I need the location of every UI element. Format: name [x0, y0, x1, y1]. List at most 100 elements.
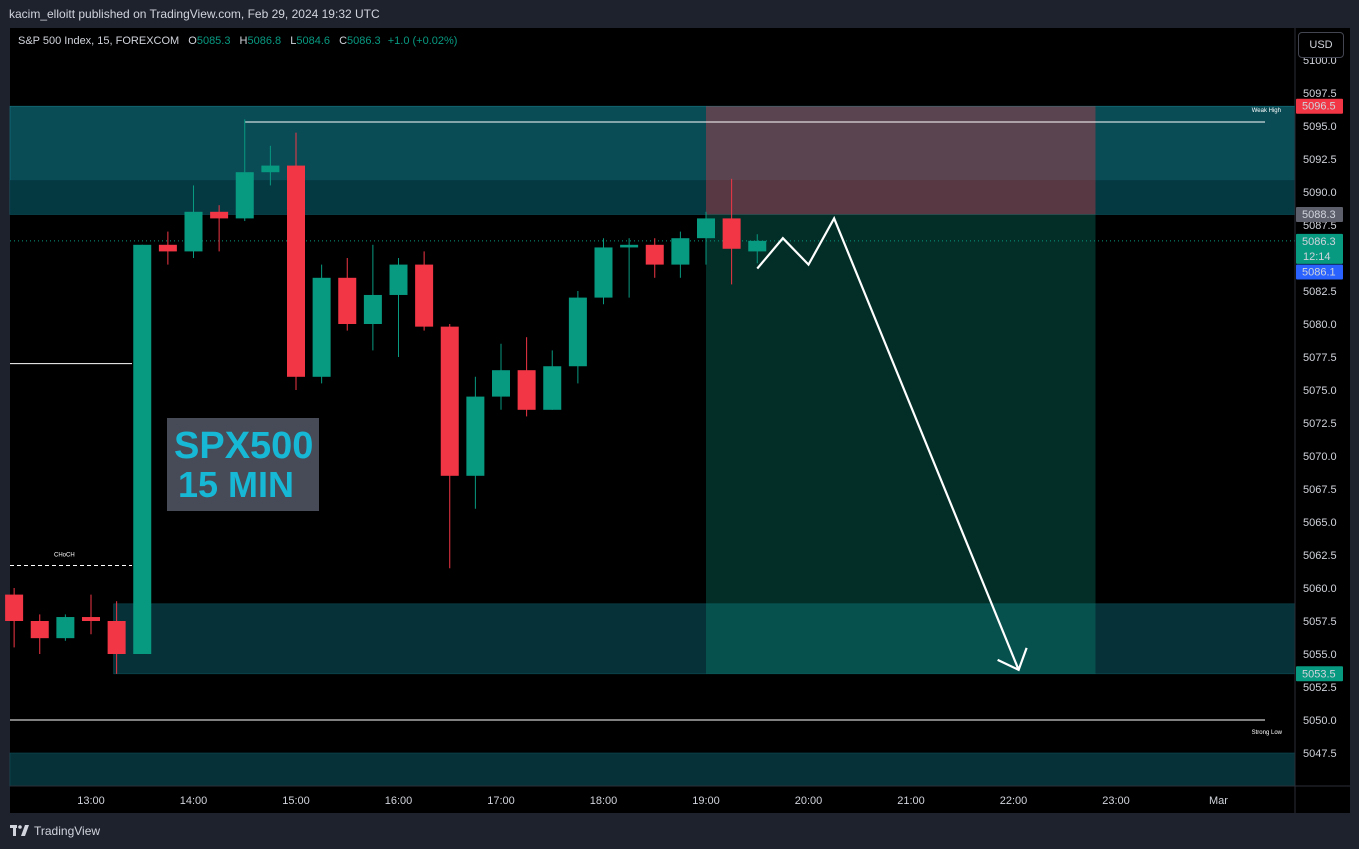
stop-loss-area: [706, 106, 1096, 215]
low-value: 5084.6: [296, 35, 330, 47]
position-layer: [706, 106, 1096, 674]
candle-up: [748, 240, 767, 252]
low-key: L: [290, 35, 297, 47]
demand-supply-zone: [9, 752, 1296, 787]
open-value: 5085.3: [196, 35, 231, 47]
symbol-name: S&P 500 Index, 15, FOREXCOM: [18, 35, 180, 47]
price-tag: [1296, 206, 1343, 222]
high-value: 5086.8: [247, 35, 282, 47]
price-tick-label: 5075.0: [1303, 385, 1337, 397]
candle-down: [722, 218, 741, 249]
time-tick-label: 13:00: [77, 795, 105, 807]
price-tick-label: 5090.0: [1303, 187, 1337, 199]
open-key: O: [188, 35, 197, 47]
price-tick-label: 5070.0: [1303, 451, 1337, 463]
price-tick-label: 5062.5: [1303, 550, 1337, 562]
bottom-bar: [0, 815, 1359, 849]
candles-layer: [5, 119, 767, 674]
price-tick-label: 5050.0: [1303, 715, 1337, 727]
candle-down: [158, 244, 177, 252]
tradingview-brand: TradingView: [34, 824, 101, 838]
candle-up: [184, 211, 203, 252]
candle-down: [415, 264, 434, 327]
candle-down: [30, 621, 49, 639]
candle-up: [492, 370, 510, 397]
candle-up: [133, 244, 152, 655]
price-tick-label: 5047.5: [1303, 748, 1337, 760]
publisher-line: kacim_elloitt published on TradingView.c…: [9, 7, 380, 21]
tradingview-logo[interactable]: TradingView: [10, 824, 100, 838]
time-tick-label: 20:00: [795, 795, 823, 807]
price-tick-label: 5072.5: [1303, 418, 1337, 430]
time-tick-label: 19:00: [692, 795, 720, 807]
price-tick-label: 5095.0: [1303, 121, 1337, 133]
legend-row: S&P 500 Index, 15, FOREXCOM O5085.3 H508…: [18, 35, 457, 47]
axis-layer: 5100.0 5097.5 5095.0 5092.5 5090.0 5087.5 5085…: [10, 28, 1350, 813]
high-key: H: [239, 35, 248, 47]
candle-up: [543, 366, 562, 410]
time-tick-label: 18:00: [590, 795, 618, 807]
candle-up: [363, 294, 382, 324]
candle-down: [440, 326, 459, 476]
levels-layer: Weak High Strong Low CHoCH: [10, 108, 1295, 736]
time-tick-label: 21:00: [897, 795, 925, 807]
time-tick-label: 15:00: [282, 795, 310, 807]
candle-up: [235, 172, 254, 219]
candle-up: [671, 238, 690, 265]
time-tick-label: 23:00: [1102, 795, 1130, 807]
price-tick-label: 5067.5: [1303, 484, 1337, 496]
price-tag: [1296, 98, 1343, 114]
price-tick-label: 5097.5: [1303, 88, 1337, 100]
candle-down: [287, 165, 305, 377]
price-tick-label: 5057.5: [1303, 616, 1337, 628]
candle-down: [645, 244, 664, 265]
zone-inner-band: [10, 180, 1295, 215]
candle-up: [594, 247, 613, 298]
time-tick-label: Mar: [1209, 795, 1228, 807]
price-tick-label: 5082.5: [1303, 286, 1337, 298]
price-tag-countdown: 12:14: [1303, 251, 1331, 263]
price-tick-label: 5080.0: [1303, 319, 1337, 331]
candle-up: [56, 617, 75, 639]
close-value: 5086.3: [347, 35, 381, 47]
candle-down: [107, 621, 126, 654]
price-tick-label: 5055.0: [1303, 649, 1337, 661]
price-tag-text: 5096.5: [1302, 101, 1336, 113]
candle-down: [210, 211, 229, 219]
candle-up: [620, 244, 639, 248]
annotation-box: [167, 418, 319, 511]
price-tag: [1296, 233, 1343, 264]
top-bar: kacim_elloitt published on TradingView.c…: [0, 0, 1359, 28]
price-tag: [1296, 666, 1343, 682]
candle-down: [517, 370, 536, 410]
price-tags-layer: 5096.5 5088.3 5086.3 12:14 5086.1 5053.5: [1296, 98, 1343, 682]
price-tag-text: 5086.1: [1302, 267, 1336, 279]
price-tick-label: 5092.5: [1303, 154, 1337, 166]
change-value: +1.0 (+0.02%): [387, 35, 458, 47]
candle-down: [5, 594, 24, 621]
time-tick-label: 16:00: [385, 795, 413, 807]
annotation-line2: 15 MIN: [178, 464, 294, 505]
candle-up: [261, 165, 280, 173]
price-tag-text: 5088.3: [1302, 209, 1336, 221]
projection-layer: [756, 215, 1028, 672]
currency-button[interactable]: USD: [1298, 32, 1344, 58]
take-profit-area: [706, 214, 1096, 674]
tradingview-logo-icon: [10, 825, 29, 836]
candle-down: [338, 277, 357, 324]
annotation-layer: SPX500 15 MIN: [167, 418, 319, 511]
level-label: CHoCH: [54, 553, 75, 559]
projection-arrowhead: [997, 647, 1028, 672]
candle-up: [389, 264, 408, 295]
price-tick-label: 5087.5: [1303, 220, 1337, 232]
price-tick-label: 5077.5: [1303, 352, 1337, 364]
level-label: Weak High: [1252, 108, 1281, 114]
level-label: Strong Low: [1252, 730, 1283, 736]
price-tag: [1296, 264, 1343, 280]
projection-path: [756, 215, 1020, 671]
candle-up: [466, 396, 485, 476]
close-key: C: [339, 35, 348, 47]
candle-up: [568, 297, 587, 367]
price-tick-label: 5060.0: [1303, 583, 1337, 595]
